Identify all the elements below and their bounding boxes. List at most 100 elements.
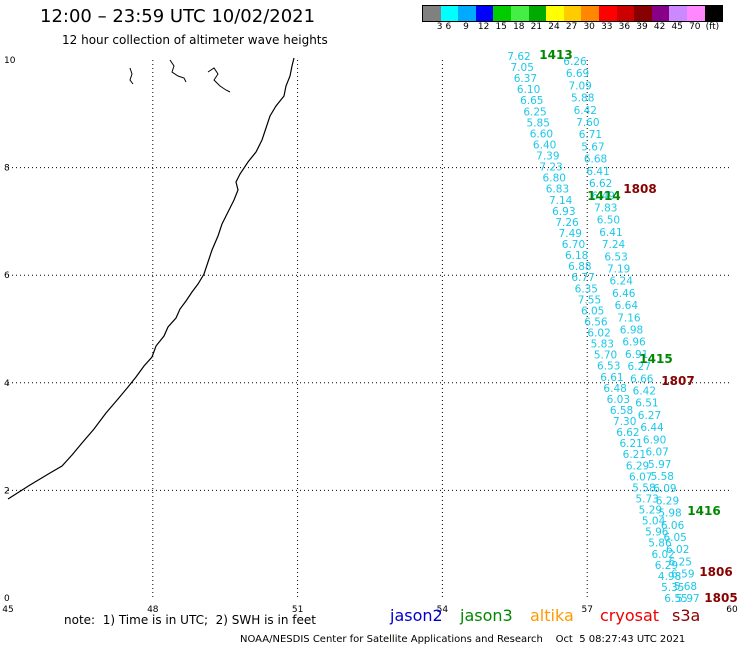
legend-label: 45 [671, 22, 683, 32]
swh-value: 7.14 [549, 195, 573, 207]
footnote: note: 1) Time is in UTC; 2) SWH is in fe… [64, 613, 316, 627]
swh-value: 6.77 [571, 272, 594, 284]
legend-jason2: jason2 [390, 606, 443, 625]
swh-value: 6.83 [546, 184, 569, 196]
swh-value: 6.29 [656, 495, 679, 507]
legend-altika: altika [530, 606, 574, 625]
swh-value: 6.27 [638, 410, 661, 422]
swh-value: 7.16 [617, 312, 641, 324]
legend-swatch [563, 6, 582, 21]
swh-value: 6.50 [597, 215, 620, 227]
y-tick-label: 4 [4, 379, 10, 389]
swh-value: 6.70 [562, 239, 585, 251]
swh-value: 6.53 [604, 251, 627, 263]
swh-value: 6.71 [579, 129, 602, 141]
swh-value: 6.25 [523, 106, 546, 118]
legend-swatch [616, 6, 635, 21]
legend-label: 24 [548, 22, 560, 32]
swh-value: 6.65 [520, 95, 543, 107]
swh-value: 6.69 [566, 68, 589, 80]
swh-value: 5.04 [642, 516, 666, 528]
swh-value: 6.35 [575, 283, 598, 295]
legend-swatch [598, 6, 617, 21]
swh-value: 5.98 [658, 508, 681, 520]
pass-label: 1416 [687, 504, 720, 518]
swh-value: 6.41 [599, 227, 622, 239]
swh-value: 6.68 [584, 154, 607, 166]
swh-value: 6.09 [653, 483, 676, 495]
swh-value: 7.05 [511, 62, 534, 74]
swh-value: 6.66 [630, 373, 654, 385]
legend-label: 36 [618, 22, 631, 32]
pass-label: 1808 [623, 182, 656, 196]
x-tick-label: 60 [726, 605, 738, 615]
legend-label: 21 [530, 22, 543, 32]
pass-label: 1414 [587, 189, 620, 203]
swh-value: 6.59 [671, 569, 694, 581]
pass-label: 1413 [539, 48, 572, 62]
swh-value: 6.64 [615, 300, 639, 312]
swh-value: 6.29 [655, 560, 678, 572]
swh-value: 6.49 [592, 190, 615, 202]
legend-swatch [686, 6, 705, 21]
page-subtitle: 12 hour collection of altimeter wave hei… [62, 33, 328, 47]
swh-value: 6.98 [620, 325, 643, 337]
swh-value: 6.61 [600, 372, 623, 384]
swh-value: 6.10 [517, 84, 540, 96]
swh-value: 6.03 [607, 394, 630, 406]
swh-value: 6.51 [635, 398, 658, 410]
swh-value: 5.29 [639, 505, 662, 517]
legend-swatch [669, 6, 687, 21]
color-scale-legend [422, 5, 724, 22]
swh-value: 7.09 [568, 80, 591, 92]
x-tick-label: 45 [2, 605, 13, 615]
swh-value: 5.97 [648, 459, 671, 471]
island-3 [207, 67, 231, 93]
swh-value: 6.96 [622, 337, 646, 349]
swh-value: 7.19 [607, 263, 630, 275]
swh-value: 6.48 [603, 383, 626, 395]
legend-swatch [634, 6, 652, 21]
swh-value: 6.80 [543, 173, 566, 185]
island-1 [129, 67, 134, 85]
swh-value: 4.98 [658, 571, 681, 583]
legend-swatch [423, 6, 441, 21]
y-tick-label: 2 [4, 486, 10, 496]
swh-value: 5.67 [581, 141, 604, 153]
lat-lon-grid [8, 60, 732, 598]
coastline [7, 57, 295, 500]
legend-label: 39 [636, 22, 648, 32]
swh-value: 5.58 [651, 471, 674, 483]
legend-label: 70 [689, 22, 701, 32]
legend-label: 3 [436, 22, 443, 32]
legend-swatch [528, 6, 547, 21]
swh-value: 7.24 [602, 239, 626, 251]
swh-value: 6.58 [610, 405, 633, 417]
islands [129, 59, 231, 93]
swh-value: 6.93 [552, 206, 575, 218]
swh-value: 6.02 [651, 549, 674, 561]
page-title: 12:00 – 23:59 UTC 10/02/2021 [40, 6, 316, 27]
swh-value: 7.49 [559, 228, 582, 240]
pass-label: 1807 [661, 374, 694, 388]
swh-value: 6.90 [643, 434, 666, 446]
legend-cryosat: cryosat [600, 606, 660, 625]
legend-label: 30 [583, 22, 595, 32]
swh-value: 5.58 [632, 482, 655, 494]
swh-value: 6.21 [623, 449, 646, 461]
swh-value: 7.39 [536, 151, 559, 163]
swh-value: 6.56 [584, 316, 608, 328]
y-tick-label: 6 [4, 271, 10, 281]
swh-value: 6.24 [610, 276, 634, 288]
swh-value: 6.46 [612, 288, 636, 300]
x-tick-label: 51 [292, 605, 303, 615]
swh-value: 6.07 [629, 471, 652, 483]
swh-value: 6.29 [626, 460, 649, 472]
swh-value: 7.26 [555, 217, 579, 229]
swh-value: 6.62 [589, 178, 612, 190]
swh-value: 6.18 [565, 250, 588, 262]
swh-value: 6.02 [666, 544, 689, 556]
island-2 [169, 59, 187, 83]
x-tick-label: 54 [437, 605, 449, 615]
